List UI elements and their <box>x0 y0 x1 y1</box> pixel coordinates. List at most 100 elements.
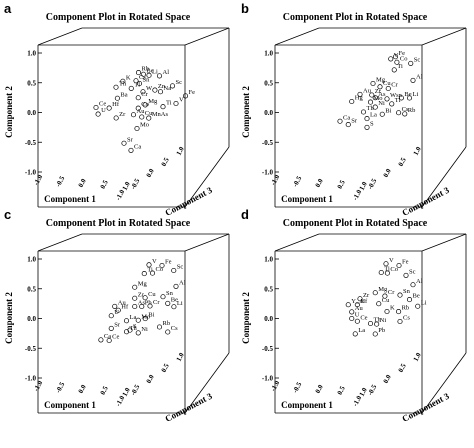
data-point <box>135 95 141 101</box>
data-point <box>378 269 384 276</box>
data-point-label: Al <box>416 278 423 285</box>
data-point-label: Hg <box>355 95 364 102</box>
chart-title: Component Plot in Rotated Space <box>283 218 428 229</box>
data-point-label: Sc <box>176 79 183 86</box>
data-point-label: Sc <box>409 268 416 275</box>
data-point-label: Au <box>355 305 364 312</box>
panel-letter: a <box>4 1 12 16</box>
tick-label-component2: 1.0 <box>27 50 36 58</box>
data-point <box>389 101 395 107</box>
tick-label-component2: -1.0 <box>262 375 274 383</box>
data-point <box>140 71 146 77</box>
data-point-label: Ti <box>147 267 153 274</box>
data-point-label: Hf <box>121 303 129 310</box>
data-point-label: Th <box>374 317 382 324</box>
data-point-label: Cs <box>171 325 178 332</box>
tick-label-component3: 0.0 <box>145 167 156 179</box>
cube-edge <box>184 233 230 252</box>
data-point <box>372 95 378 101</box>
data-point <box>141 271 147 277</box>
data-point <box>171 267 177 274</box>
data-point-label: Cs <box>403 315 410 322</box>
tick-label-component3: 1.0 <box>412 351 423 363</box>
data-point <box>112 303 118 309</box>
tick-label-component1: 1.0 <box>358 386 369 398</box>
data-point-label: Mo <box>374 95 383 102</box>
data-point-label: Mg <box>376 77 386 84</box>
chart-panel-a: a Component Plot in Rotated Space 1.0 0.5 0.… <box>4 1 230 218</box>
data-point-label: Li <box>413 91 419 98</box>
data-point-label: Hf <box>360 298 368 305</box>
tick-label-component1: -0.5 <box>291 174 304 188</box>
tick-label-component3: -0.5 <box>366 383 379 397</box>
tick-label-component2: -0.5 <box>262 345 274 353</box>
data-point-label: Li <box>421 299 427 306</box>
cube-edge <box>274 233 320 252</box>
data-point <box>108 313 114 319</box>
data-point <box>408 60 414 66</box>
data-point <box>159 262 165 269</box>
tick-label-component1: 0.0 <box>77 177 88 189</box>
data-point-label: Al <box>163 69 170 76</box>
data-point-label: Be <box>413 293 420 300</box>
cube-edge <box>274 27 320 46</box>
data-point-label: Ce <box>112 334 119 341</box>
tick-label-component2: 0.0 <box>27 315 36 323</box>
axis-title-component1: Component 1 <box>281 400 333 410</box>
data-point-label: Sr <box>127 136 134 143</box>
data-point-label: Mo <box>140 122 149 129</box>
data-point-label: Mg <box>148 98 158 105</box>
data-point-label: Cu <box>145 110 153 117</box>
chart-title: Component Plot in Rotated Space <box>46 218 191 229</box>
data-point <box>127 327 133 333</box>
data-point <box>391 67 397 73</box>
tick-label-component2: 1.0 <box>264 256 273 264</box>
data-point-label: U <box>114 309 119 316</box>
data-point <box>173 283 179 289</box>
data-point-label: Zn <box>158 83 166 90</box>
data-point <box>415 303 421 309</box>
data-point <box>349 309 355 315</box>
data-point-label: Fe <box>402 259 409 266</box>
tick-label-component1: 0.5 <box>336 178 347 190</box>
data-point <box>372 290 378 296</box>
data-point-label: Pb <box>378 327 385 334</box>
data-point-label: Al <box>179 279 186 286</box>
data-point <box>410 282 416 288</box>
data-point-label: V <box>179 97 184 104</box>
data-point-label: Au <box>118 299 127 306</box>
axis-title-component2: Component 2 <box>4 86 14 138</box>
axis-title-component3: Component 3 <box>400 185 451 218</box>
data-point <box>370 80 376 87</box>
data-point-label: Ni <box>380 317 387 324</box>
data-point-label: Sn <box>143 77 151 84</box>
data-point <box>95 111 101 117</box>
tick-label-component3: 1.0 <box>175 351 186 363</box>
data-point <box>149 270 156 276</box>
data-point <box>374 321 380 327</box>
tick-label-component3: 0.0 <box>145 373 156 385</box>
data-point-label: Ce <box>99 101 106 108</box>
tick-label-component3: 1.0 <box>412 145 423 157</box>
data-point-label: Bi <box>148 312 154 319</box>
data-point <box>169 83 176 89</box>
tick-label-component2: -0.5 <box>25 139 37 147</box>
axis-title-component2: Component 2 <box>4 292 14 344</box>
data-point <box>171 304 177 310</box>
data-point <box>396 309 402 315</box>
chart-panel-d: d Component Plot in Rotated Space 1.0 0.5 0.… <box>241 207 467 424</box>
data-point-label: Ca <box>104 333 111 340</box>
data-point-label: Pb <box>145 300 152 307</box>
data-point <box>132 303 138 310</box>
data-point <box>146 262 152 268</box>
tick-label-component2: 0.5 <box>264 79 273 87</box>
data-point-label: Rb <box>163 320 171 327</box>
data-point-label: Hf <box>112 101 120 108</box>
data-point <box>379 111 385 117</box>
data-point-label: Cs <box>139 74 146 81</box>
axis-title-component1: Component 1 <box>44 194 96 204</box>
data-point-label: Zr <box>363 292 370 299</box>
data-point-label: Tl <box>134 81 140 88</box>
data-point <box>132 284 138 290</box>
tick-label-component2: 0.0 <box>27 109 36 117</box>
